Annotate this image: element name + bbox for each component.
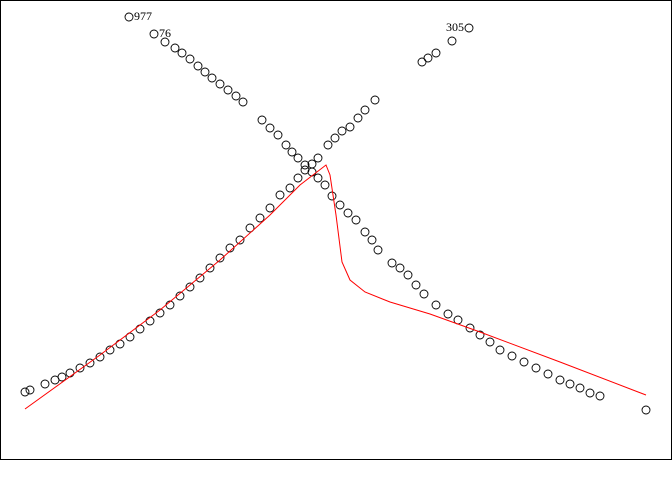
point: [387, 258, 397, 268]
point: [370, 95, 380, 105]
point: [443, 309, 453, 319]
point: [293, 173, 303, 183]
point: [145, 316, 155, 326]
plot-frame: [0, 0, 672, 460]
point: [595, 391, 605, 401]
point: [149, 29, 159, 39]
point: [373, 245, 383, 255]
point: [160, 37, 170, 47]
point: [403, 270, 413, 280]
point: [293, 153, 303, 163]
point: [330, 133, 340, 143]
point: [215, 253, 225, 263]
point: [281, 140, 291, 150]
point: [641, 405, 651, 415]
point: [245, 223, 255, 233]
point: [57, 372, 67, 382]
point: [495, 345, 505, 355]
point: [257, 115, 267, 125]
point: [207, 73, 217, 83]
point: [235, 235, 245, 245]
point: [543, 369, 553, 379]
point: [360, 105, 370, 115]
point: [313, 153, 323, 163]
point: [75, 363, 85, 373]
point: [464, 23, 474, 33]
point: [411, 280, 421, 290]
point: [177, 48, 187, 58]
point-label: 977: [134, 9, 152, 23]
point: [25, 385, 35, 395]
point: [531, 363, 541, 373]
point: [335, 200, 345, 210]
point: [265, 203, 275, 213]
point: [185, 282, 195, 292]
point: [300, 165, 310, 175]
point: [351, 215, 361, 225]
point: [320, 180, 330, 190]
point: [170, 43, 180, 53]
point: [417, 57, 427, 67]
point: [115, 339, 125, 349]
point: [185, 54, 195, 64]
point: [175, 291, 185, 301]
point: [285, 183, 295, 193]
point: [353, 113, 363, 123]
point: [195, 273, 205, 283]
point: [300, 160, 310, 170]
point: [124, 12, 134, 22]
point: [423, 53, 433, 63]
point: [20, 387, 30, 397]
point: [205, 263, 215, 273]
point: [575, 383, 585, 393]
point: [431, 48, 441, 58]
point: [273, 130, 283, 140]
point-label: 76: [159, 26, 171, 40]
point: [307, 167, 317, 177]
point: [345, 122, 355, 132]
point: [275, 190, 285, 200]
point: [40, 379, 50, 389]
point: [419, 289, 429, 299]
point: [337, 126, 347, 136]
point: [431, 300, 441, 310]
point: [215, 79, 225, 89]
point: [360, 227, 370, 237]
point: [367, 235, 377, 245]
point: [585, 388, 595, 398]
point: [323, 140, 333, 150]
point: [223, 85, 233, 95]
point: [85, 358, 95, 368]
point: [313, 173, 323, 183]
point: [565, 379, 575, 389]
point-label: 305: [446, 20, 464, 34]
point: [475, 330, 485, 340]
point: [395, 263, 405, 273]
point: [465, 323, 475, 333]
point: [447, 36, 457, 46]
point: [65, 368, 75, 378]
point: [343, 208, 353, 218]
point: [255, 213, 265, 223]
point: [95, 352, 105, 362]
point: [287, 147, 297, 157]
point: [193, 61, 203, 71]
smooth-line: [24, 164, 647, 410]
point: [135, 324, 145, 334]
point: [231, 91, 241, 101]
point: [265, 123, 275, 133]
point: [200, 67, 210, 77]
point: [555, 375, 565, 385]
point: [485, 337, 495, 347]
point: [507, 351, 517, 361]
point: [238, 97, 248, 107]
point: [327, 191, 337, 201]
point: [519, 357, 529, 367]
